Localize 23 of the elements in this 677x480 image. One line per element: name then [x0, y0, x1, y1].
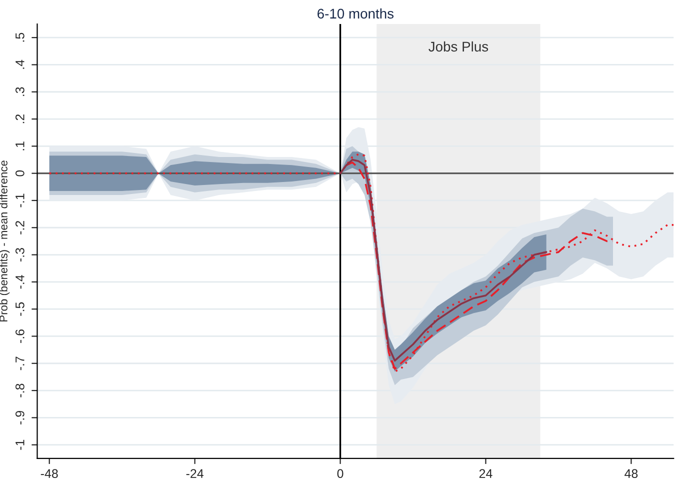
y-tick-label: .1 — [16, 142, 24, 150]
x-tick-label: -24 — [186, 469, 204, 478]
y-tick-label: -.4 — [16, 274, 24, 289]
y-tick-label: -.6 — [15, 329, 24, 343]
y-tick-label: .5 — [16, 32, 24, 42]
y-tick-label: -.2 — [15, 220, 24, 234]
chart-title: 6-10 months — [318, 8, 394, 19]
y-tick-label: .2 — [15, 114, 24, 124]
y-tick-label: 0 — [15, 170, 24, 176]
x-tick-label: -48 — [40, 469, 58, 478]
y-tick-label: -.9 — [15, 410, 24, 424]
x-tick-label: 0 — [337, 469, 344, 478]
x-tick-label: 24 — [479, 469, 492, 478]
y-tick-label: -.1 — [16, 194, 24, 208]
y-tick-label: -.8 — [15, 384, 24, 398]
y-tick-label: -1 — [16, 440, 24, 450]
y-tick-label: -.5 — [16, 302, 24, 316]
y-tick-label: .4 — [16, 60, 24, 69]
y-tick-label: -.7 — [16, 356, 24, 370]
x-tick-label: 48 — [624, 469, 638, 478]
y-tick-label: -.3 — [15, 248, 24, 262]
band-label: Jobs Plus — [428, 41, 488, 52]
y-tick-label: .3 — [15, 87, 24, 96]
